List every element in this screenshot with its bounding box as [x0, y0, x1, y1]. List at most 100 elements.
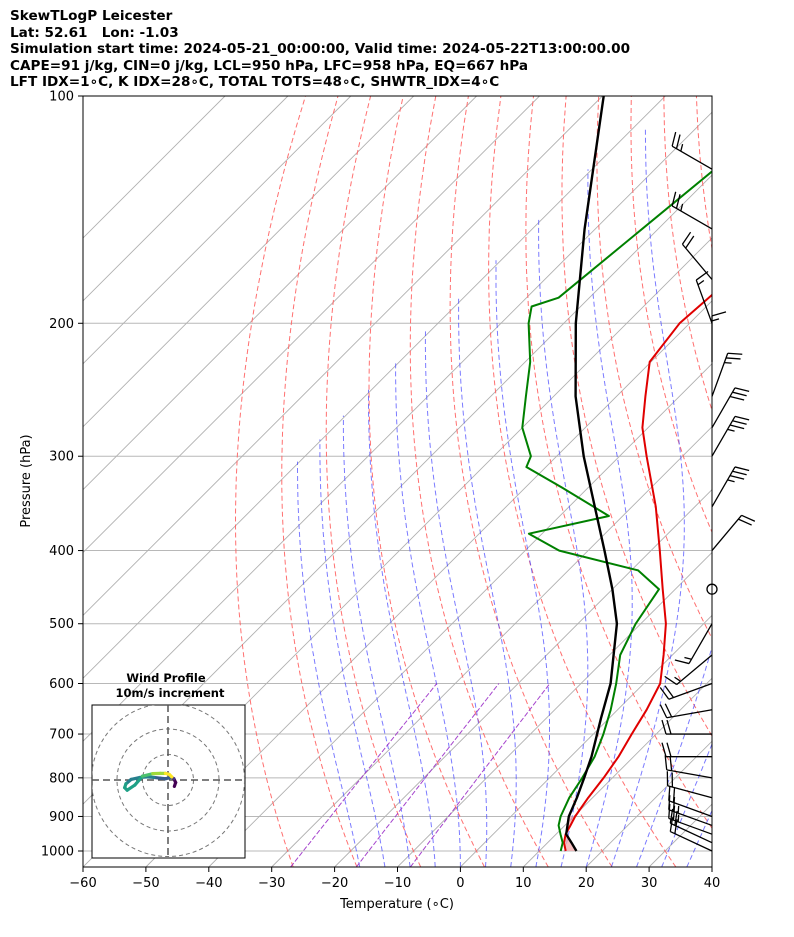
wind-barb: [666, 771, 713, 799]
barb-flag: [675, 194, 681, 209]
moist-adiabat: [495, 260, 550, 867]
isotherm: [334, 488, 712, 867]
wind-barb: [669, 817, 713, 852]
isotherm: [83, 96, 415, 428]
wind-barb: [664, 755, 713, 779]
moist-adiabat: [538, 217, 589, 867]
wind-barb: [671, 191, 713, 230]
barb-flag: [675, 134, 681, 149]
y-tick-label: 500: [49, 617, 74, 632]
hodograph-segment: [133, 774, 145, 787]
wind-barb: [674, 623, 713, 665]
barb-flag: [659, 704, 668, 719]
barb-flag: [661, 719, 667, 735]
wind-barb: [661, 742, 712, 758]
barb-staff: [668, 682, 713, 700]
isotherm: [83, 111, 712, 742]
barb-half-flag: [680, 203, 684, 212]
x-axis-label: Temperature (∘C): [339, 897, 454, 912]
y-tick-label: 400: [49, 544, 74, 559]
chart-header: SkewTLogP Leicester Lat: 52.61 Lon: -1.0…: [10, 8, 630, 91]
barb-flag: [668, 803, 671, 819]
barb-flag: [671, 191, 677, 207]
barb-flag: [659, 687, 670, 700]
cin-area: [564, 816, 577, 851]
barb-staff: [688, 623, 713, 664]
isotherm: [208, 363, 712, 867]
isotherm: [83, 96, 666, 679]
barb-flag: [695, 270, 709, 281]
dry-adiabat: [729, 96, 794, 867]
y-tick-label: 1000: [41, 845, 74, 860]
barb-flag: [669, 808, 674, 824]
hodograph-title: Wind Profile: [126, 671, 206, 685]
barb-staff: [711, 387, 736, 429]
isotherm: [585, 740, 712, 867]
dry-adiabat: [525, 96, 712, 829]
dry-adiabat: [561, 96, 712, 737]
x-tick-label: −60: [69, 876, 96, 891]
y-tick-label: 600: [49, 677, 74, 692]
x-tick-label: 30: [641, 876, 658, 891]
dry-adiabat: [368, 96, 485, 867]
moist-adiabat: [661, 742, 712, 867]
wind-barb: [711, 514, 756, 551]
hodograph-ring: [92, 705, 245, 857]
wind-barb: [661, 719, 712, 735]
isotherm: [145, 300, 712, 867]
barb-flag: [672, 805, 676, 821]
moist-adiabat: [319, 439, 386, 867]
y-axis-label: Pressure (hPa): [19, 434, 34, 527]
barb-flag: [734, 466, 750, 472]
barb-flag: [734, 387, 750, 393]
barb-flag: [729, 395, 745, 401]
wind-barb: [671, 131, 713, 170]
wind-barb: [711, 352, 743, 397]
isotherm: [271, 426, 712, 867]
isotherm: [460, 614, 712, 867]
barb-staff: [667, 785, 713, 799]
barb-staff: [711, 352, 729, 397]
barb-flag: [669, 817, 674, 832]
barb-flag: [732, 391, 747, 397]
barb-flag: [674, 810, 678, 826]
mixing-ratio-line: [355, 683, 500, 867]
dry-adiabat: [281, 96, 358, 867]
barb-flag: [729, 424, 745, 430]
hodograph-plot: [92, 705, 245, 858]
moist-adiabat: [686, 809, 712, 867]
y-tick-label: 200: [49, 317, 74, 332]
barb-flag: [671, 131, 677, 147]
station-location: Lat: 52.61 Lon: -1.03: [10, 24, 179, 41]
barb-flag: [685, 235, 695, 249]
barb-flag: [661, 742, 667, 757]
x-tick-label: −10: [384, 876, 411, 891]
barb-half-flag: [724, 361, 732, 364]
cape-summary: CAPE=91 j/kg, CIN=0 j/kg, LCL=950 hPa, L…: [10, 57, 529, 74]
barb-flag: [711, 311, 727, 317]
moist-adiabat: [342, 415, 411, 867]
wind-barb: [695, 270, 713, 324]
x-tick-label: 20: [578, 876, 595, 891]
dry-adiabat: [235, 96, 306, 867]
hodograph-segment: [140, 772, 155, 778]
barb-half-flag: [727, 428, 735, 432]
dewpoint-profile: [521, 170, 712, 852]
moist-adiabat: [585, 169, 633, 867]
barb-staff: [671, 145, 713, 170]
x-tick-label: 0: [456, 876, 464, 891]
barb-flag: [664, 685, 674, 698]
background-grid: [83, 96, 794, 867]
barb-flag: [738, 518, 752, 526]
barb-half-flag: [727, 479, 735, 483]
barb-flag: [741, 514, 756, 522]
isotherm: [711, 866, 712, 867]
y-tick-label: 700: [49, 728, 74, 743]
x-tick-label: −50: [132, 876, 159, 891]
barb-flag: [666, 742, 672, 757]
barb-staff: [681, 243, 713, 280]
x-tick-label: 10: [515, 876, 532, 891]
dry-adiabat: [695, 96, 712, 252]
